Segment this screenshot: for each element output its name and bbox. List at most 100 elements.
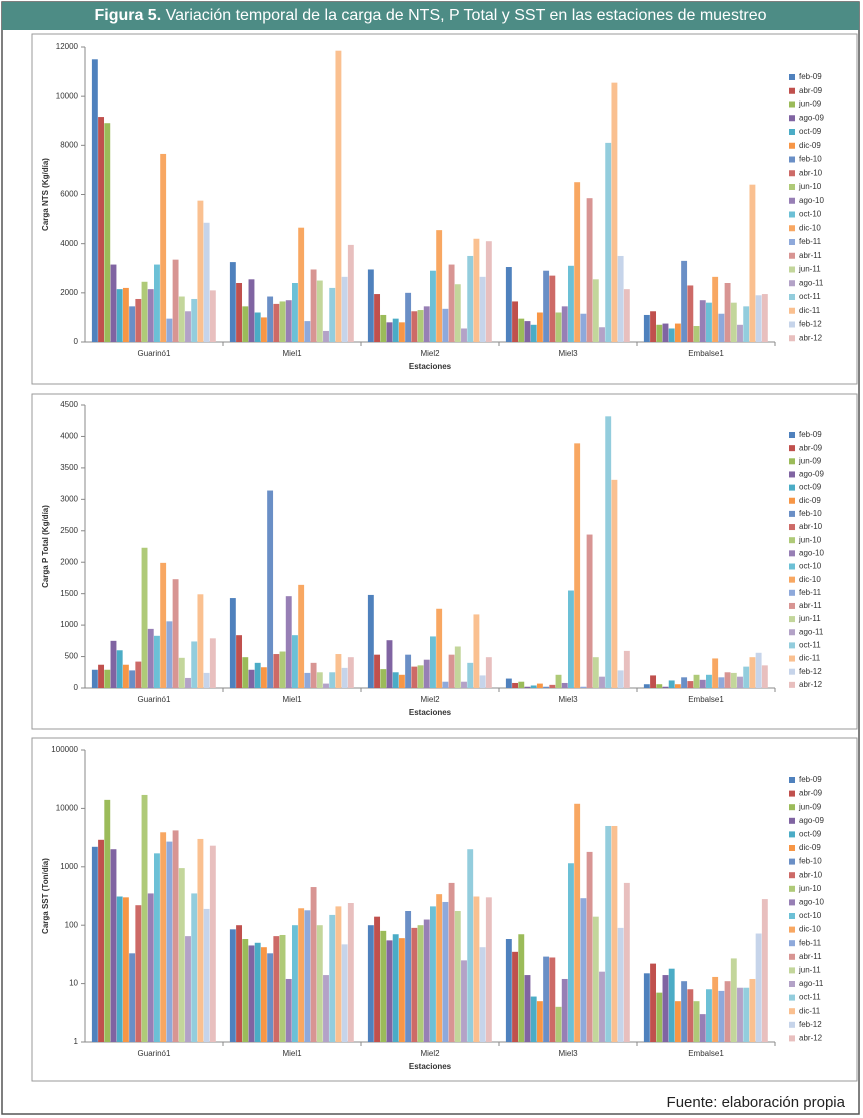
bar — [586, 198, 593, 342]
legend-swatch — [789, 681, 795, 688]
bar — [141, 281, 148, 342]
bar — [398, 322, 405, 342]
bar — [91, 846, 98, 1042]
legend-label: feb-10 — [799, 155, 822, 164]
bar — [650, 311, 657, 342]
legend-label: jun-11 — [798, 265, 821, 274]
x-tick-label: Embalse1 — [688, 1049, 724, 1058]
legend-label: feb-11 — [799, 588, 822, 597]
bar — [242, 657, 249, 688]
bar — [580, 313, 587, 342]
bar — [448, 882, 455, 1042]
bar — [442, 901, 449, 1042]
bar — [116, 289, 123, 342]
bar — [185, 311, 191, 342]
legend-label: ago-10 — [799, 196, 824, 205]
bar — [110, 849, 117, 1042]
x-tick-label: Miel3 — [558, 1049, 578, 1058]
bar — [442, 681, 449, 688]
legend-swatch — [789, 872, 795, 879]
bar — [236, 635, 243, 688]
bar — [718, 990, 725, 1042]
bar — [623, 289, 630, 342]
legend-label: abr-10 — [799, 522, 823, 531]
bar — [423, 659, 430, 688]
bar — [743, 306, 750, 342]
bar — [512, 301, 519, 342]
y-tick-label: 10 — [69, 979, 78, 988]
bar — [473, 896, 480, 1042]
bar — [209, 845, 216, 1042]
bar — [693, 1001, 700, 1042]
bar — [730, 302, 737, 342]
bar — [405, 654, 412, 688]
legend-label: abr-10 — [799, 168, 823, 177]
legend-swatch — [789, 1035, 795, 1042]
bar — [341, 276, 348, 342]
legend-label: abr-12 — [799, 680, 823, 689]
legend-swatch — [789, 225, 795, 232]
bar — [405, 911, 412, 1042]
bar — [98, 839, 105, 1042]
y-tick-label: 12000 — [56, 42, 79, 51]
legend-swatch — [789, 926, 795, 933]
bar — [656, 684, 663, 688]
legend-label: dic-09 — [799, 141, 821, 150]
bar — [681, 981, 688, 1042]
legend-swatch — [789, 804, 795, 811]
bar — [411, 927, 418, 1042]
bar — [730, 672, 737, 688]
legend-label: abr-09 — [799, 86, 823, 95]
bar — [674, 684, 681, 688]
bar — [650, 963, 657, 1042]
bar — [141, 794, 148, 1042]
y-tick-label: 6000 — [60, 190, 78, 199]
bar — [687, 285, 694, 342]
x-tick-label: Miel3 — [558, 695, 578, 704]
bar — [285, 978, 292, 1042]
bar — [485, 241, 492, 342]
bar — [755, 652, 762, 688]
y-tick-label: 2500 — [60, 526, 78, 535]
legend-swatch — [789, 197, 795, 204]
bar — [699, 1014, 706, 1042]
bar — [405, 292, 412, 342]
legend-label: dic-10 — [799, 223, 821, 232]
bar — [674, 1001, 681, 1042]
y-tick-label: 100000 — [51, 745, 78, 754]
bar — [298, 584, 305, 688]
bar — [172, 579, 179, 688]
legend-swatch — [789, 129, 795, 135]
legend-swatch — [789, 550, 795, 557]
bar — [755, 295, 762, 342]
x-axis-label: Estaciones — [409, 708, 452, 717]
bar — [380, 930, 387, 1042]
x-tick-label: Miel1 — [282, 695, 302, 704]
bar — [518, 318, 525, 342]
x-axis-label: Estaciones — [409, 362, 452, 371]
bar — [209, 638, 216, 688]
legend-label: jun-10 — [798, 182, 822, 191]
bar — [693, 674, 700, 688]
legend-label: oct-10 — [799, 210, 822, 219]
bar — [536, 312, 543, 342]
bar — [650, 675, 657, 688]
legend-label: dic-10 — [799, 925, 821, 934]
bar — [154, 264, 160, 342]
legend-label: ago-09 — [799, 816, 824, 825]
bar — [623, 882, 630, 1042]
legend-label: abr-09 — [799, 789, 823, 798]
bar — [191, 298, 198, 342]
bar — [524, 686, 531, 688]
bar — [273, 654, 280, 688]
bar — [687, 681, 694, 688]
bar — [154, 635, 160, 688]
bar — [254, 942, 261, 1042]
bar — [160, 153, 167, 342]
bar — [178, 296, 185, 342]
bar — [536, 1001, 543, 1042]
bar — [417, 310, 424, 342]
bar — [543, 270, 550, 342]
legend-label: feb-10 — [799, 509, 822, 518]
bar — [461, 960, 467, 1042]
